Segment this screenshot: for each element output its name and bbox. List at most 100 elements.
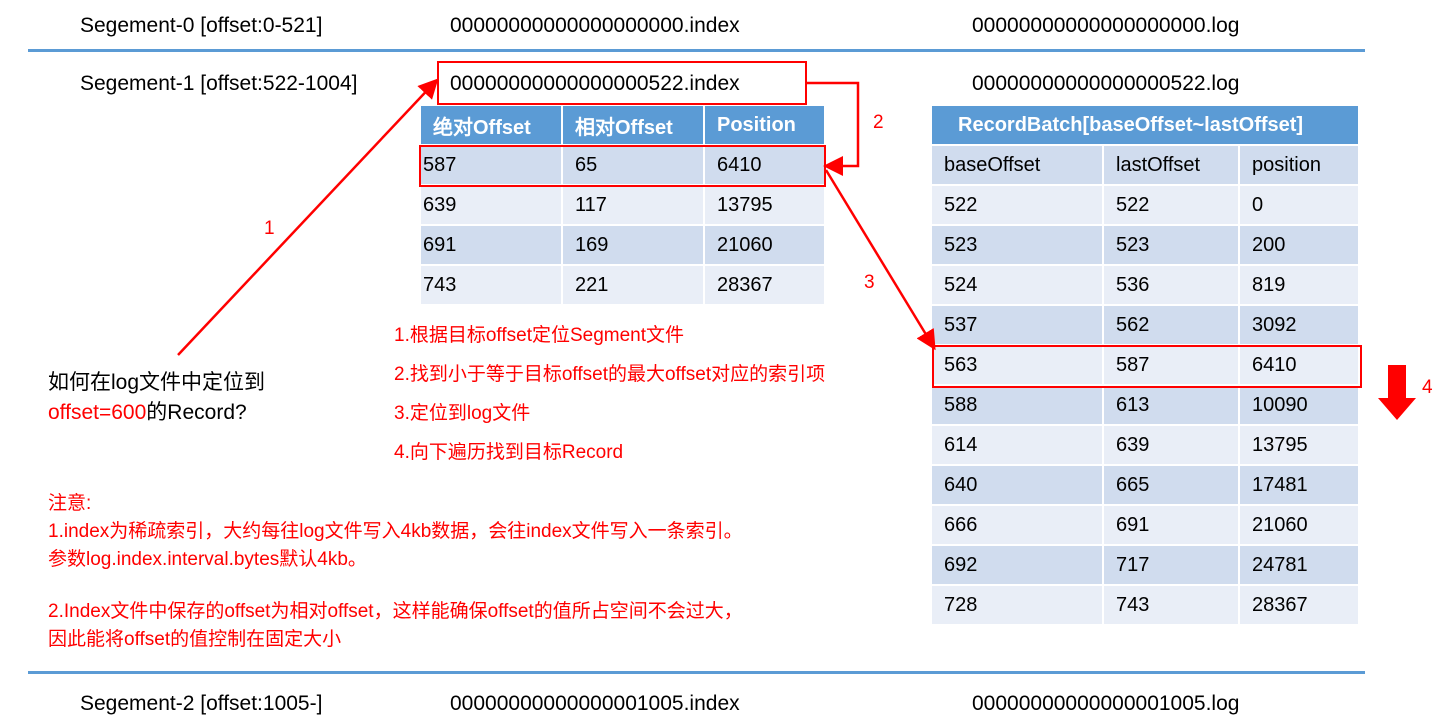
note-line: 2.Index文件中保存的offset为相对offset，这样能确保offset… [48,601,743,622]
arrow-label-1: 1 [264,218,275,239]
step: 1.根据目标offset定位Segment文件 [394,325,685,346]
down-arrow-icon [1378,365,1416,420]
cell: 665 [1104,466,1238,504]
cell: 3092 [1240,306,1358,344]
note-line: 1.index为稀疏索引，大约每往log文件写入4kb数据，会往index文件写… [48,521,743,542]
cell: 588 [932,386,1102,424]
arrow-label-3: 3 [864,272,875,293]
cell: 13795 [705,186,824,224]
cell: 17481 [1240,466,1358,504]
divider [28,49,1365,52]
cell: 523 [932,226,1102,264]
cell: 21060 [705,226,824,264]
target-offset: offset=600 [48,401,147,424]
table-row: 692 717 24781 [932,546,1358,584]
table-row: 537 562 3092 [932,306,1358,344]
table-row: 563 587 6410 [932,346,1358,384]
cell: 65 [563,146,703,184]
divider [28,671,1365,674]
cell: 639 [1104,426,1238,464]
table-row: 522 522 0 [932,186,1358,224]
cell: 640 [932,466,1102,504]
cell: 221 [563,266,703,304]
log-table: RecordBatch[baseOffset~lastOffset] baseO… [930,104,1360,626]
segment-0-index-file: 00000000000000000000.index [450,14,740,37]
cell: 6410 [705,146,824,184]
arrow-label-2: 2 [873,112,884,133]
arrow-2 [805,81,860,176]
notes-title: 注意: [48,493,92,514]
step: 2.找到小于等于目标offset的最大offset对应的索引项 [394,364,826,385]
cell: 587 [1104,346,1238,384]
arrow-1 [177,78,439,356]
question-line: 如何在log文件中定位到 [48,371,266,394]
cell: 666 [932,506,1102,544]
cell: 639 [421,186,561,224]
table-row: 691 169 21060 [421,226,824,264]
cell: 522 [932,186,1102,224]
table-row: 743 221 28367 [421,266,824,304]
segment-0-label: Segement-0 [offset:0-521] [80,14,323,37]
log-row-highlight [932,345,1362,388]
step: 3.定位到log文件 [394,403,531,424]
cell: 717 [1104,546,1238,584]
cell: 6410 [1240,346,1358,384]
cell: 524 [932,266,1102,304]
note-line: 因此能将offset的值控制在固定大小 [48,629,342,650]
notes: 注意: 1.index为稀疏索引，大约每往log文件写入4kb数据，会往inde… [48,490,743,654]
step: 4.向下遍历找到目标Record [394,442,624,463]
arrow-3 [824,169,936,351]
cell: 10090 [1240,386,1358,424]
cell: 28367 [1240,586,1358,624]
cell: 587 [421,146,561,184]
log-header: position [1240,146,1358,184]
index-table: 绝对Offset 相对Offset Position 587 65 6410 639 11… [419,104,826,306]
cell: 613 [1104,386,1238,424]
segment-1-log-file: 00000000000000000522.log [972,72,1240,95]
table-row: 587 65 6410 [421,146,824,184]
cell: 537 [932,306,1102,344]
segment-2-index-file: 00000000000000001005.index [450,692,740,715]
question-rest: 的Record? [146,401,247,424]
cell: 0 [1240,186,1358,224]
log-header: lastOffset [1104,146,1238,184]
table-row: 640 665 17481 [932,466,1358,504]
cell: 728 [932,586,1102,624]
cell: 614 [932,426,1102,464]
steps-list: 1.根据目标offset定位Segment文件 2.找到小于等于目标offset… [394,316,825,472]
table-row: 523 523 200 [932,226,1358,264]
cell: 522 [1104,186,1238,224]
cell: 691 [1104,506,1238,544]
cell: 28367 [705,266,824,304]
cell: 536 [1104,266,1238,304]
cell: 21060 [1240,506,1358,544]
segment-2-label: Segement-2 [offset:1005-] [80,692,323,715]
cell: 523 [1104,226,1238,264]
question: 如何在log文件中定位到 offset=600的Record? [48,368,265,428]
cell: 563 [932,346,1102,384]
table-row: 728 743 28367 [932,586,1358,624]
index-header: 相对Offset [563,106,703,144]
table-row: 639 117 13795 [421,186,824,224]
arrow-label-4: 4 [1422,377,1433,398]
index-header: 绝对Offset [421,106,561,144]
table-row: 588 613 10090 [932,386,1358,424]
table-row: 666 691 21060 [932,506,1358,544]
cell: 13795 [1240,426,1358,464]
segment-2-log-file: 00000000000000001005.log [972,692,1240,715]
cell: 24781 [1240,546,1358,584]
table-row: 524 536 819 [932,266,1358,304]
cell: 692 [932,546,1102,584]
segment-1-index-file: 00000000000000000522.index [450,72,740,95]
cell: 819 [1240,266,1358,304]
index-header: Position [705,106,824,144]
cell: 691 [421,226,561,264]
cell: 169 [563,226,703,264]
note-line: 参数log.index.interval.bytes默认4kb。 [48,549,367,570]
cell: 743 [421,266,561,304]
log-table-title: RecordBatch[baseOffset~lastOffset] [932,106,1358,144]
cell: 562 [1104,306,1238,344]
segment-0-log-file: 00000000000000000000.log [972,14,1240,37]
log-header: baseOffset [932,146,1102,184]
